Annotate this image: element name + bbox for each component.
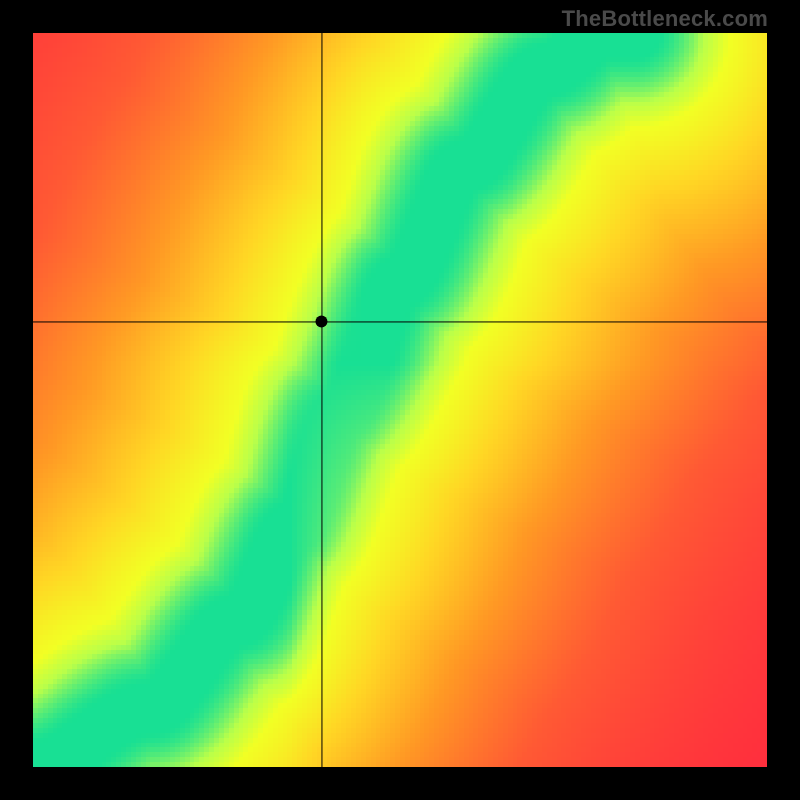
watermark-text: TheBottleneck.com bbox=[562, 6, 768, 32]
heatmap-canvas bbox=[0, 0, 800, 800]
chart-container: { "canvas": { "width": 800, "height": 80… bbox=[0, 0, 800, 800]
